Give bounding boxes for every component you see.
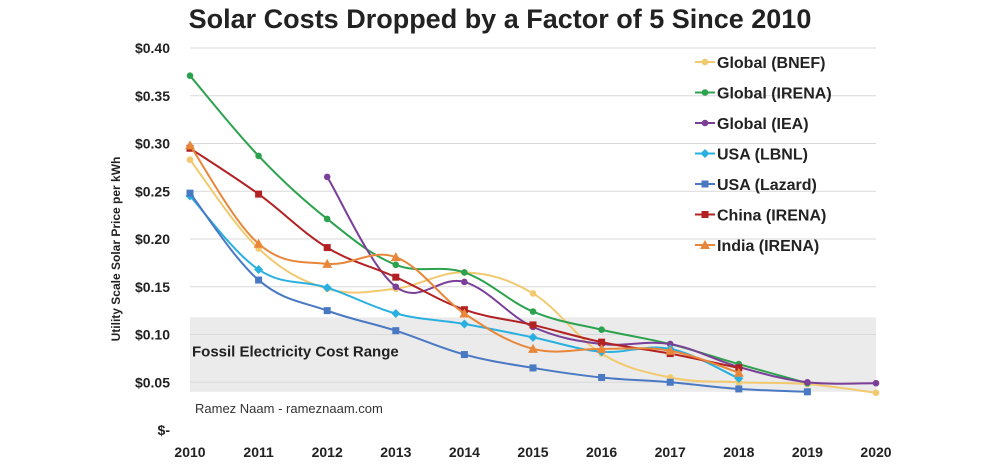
x-tick-label: 2015 — [517, 444, 548, 460]
y-tick-label: $0.20 — [135, 231, 170, 247]
data-point — [459, 319, 469, 329]
data-point — [872, 389, 880, 397]
attribution-annotation: Ramez Naam - rameznaam.com — [195, 401, 383, 416]
y-tick-label: $0.05 — [135, 374, 170, 390]
data-point — [391, 308, 401, 318]
data-point — [598, 338, 606, 346]
data-point — [460, 351, 468, 359]
legend-label: USA (LBNL) — [717, 147, 808, 164]
legend-label: Global (IEA) — [717, 116, 809, 133]
legend-swatch-marker — [701, 119, 709, 127]
data-point — [186, 156, 194, 164]
legend-label: China (IRENA) — [717, 208, 826, 225]
series-global-iea — [323, 173, 880, 387]
series-line-usa-lazard — [189, 192, 808, 393]
data-point — [186, 189, 194, 197]
x-tick-label: 2011 — [243, 444, 274, 460]
x-tick-label: 2017 — [655, 444, 686, 460]
x-tick-label: 2012 — [312, 444, 343, 460]
data-point — [665, 345, 676, 355]
series-usa-lazard — [186, 189, 811, 396]
legend-swatch-marker — [700, 149, 710, 158]
y-tick-label: $0.15 — [135, 279, 170, 295]
legend-swatch-marker — [701, 180, 709, 188]
data-point — [461, 278, 468, 286]
data-point — [596, 343, 607, 353]
x-tick-label: 2018 — [723, 444, 754, 460]
series-line-global-iea — [326, 176, 877, 385]
y-tick-label: $0.25 — [135, 183, 170, 199]
data-point — [255, 190, 263, 198]
legend-swatch-marker — [701, 58, 709, 66]
y-tick-label: $0.35 — [135, 88, 170, 104]
data-point — [392, 261, 400, 269]
y-tick-label: $0.40 — [135, 40, 170, 56]
data-point — [803, 388, 811, 396]
y-tick-label: $0.30 — [135, 136, 170, 152]
data-point — [529, 321, 537, 329]
data-point — [392, 283, 400, 291]
data-point — [255, 152, 262, 160]
data-point — [322, 283, 332, 293]
data-point — [186, 72, 194, 79]
x-tick-label: 2016 — [586, 444, 617, 460]
legend-label: India (IRENA) — [717, 238, 819, 255]
data-point — [392, 273, 400, 281]
data-point — [323, 244, 331, 252]
legend-swatch-marker — [700, 240, 710, 249]
series-india-irena — [185, 140, 744, 377]
legend-label: USA (Lazard) — [717, 177, 817, 194]
data-point — [459, 308, 470, 318]
legend: Global (BNEF) Global (IRENA) Global (IEA) U… — [695, 55, 832, 255]
y-tick-label: $0.10 — [135, 327, 170, 343]
data-point — [323, 173, 331, 181]
x-tick-label: 2020 — [860, 444, 891, 460]
data-point — [804, 378, 811, 386]
fossil-band-label: Fossil Electricity Cost Range — [192, 344, 399, 361]
data-point — [255, 276, 263, 284]
data-point — [254, 265, 264, 275]
data-point — [598, 373, 606, 381]
y-axis-label: Utility Scale Solar Price per kWh — [109, 157, 123, 342]
data-point — [528, 343, 538, 353]
legend-swatch-marker — [701, 89, 709, 96]
data-point — [461, 269, 468, 276]
x-tick-label: 2010 — [174, 444, 205, 460]
data-point — [872, 379, 880, 387]
x-tick-label: 2019 — [792, 444, 823, 460]
data-point — [323, 215, 331, 223]
legend-label: Global (IRENA) — [717, 86, 832, 103]
data-point — [666, 378, 674, 386]
data-point — [735, 385, 743, 393]
data-point — [323, 307, 331, 315]
data-point — [392, 327, 400, 335]
data-point — [322, 258, 333, 268]
data-point — [529, 290, 537, 297]
data-point — [598, 326, 605, 334]
data-point — [185, 140, 195, 150]
legend-swatch-marker — [701, 211, 709, 218]
x-tick-label: 2014 — [449, 444, 480, 460]
data-point — [529, 308, 537, 315]
data-point — [390, 252, 401, 262]
chart-title: Solar Costs Dropped by a Factor of 5 Sin… — [188, 4, 812, 34]
data-point — [666, 340, 674, 348]
data-point — [733, 367, 744, 377]
x-tick-label: 2013 — [380, 444, 411, 460]
y-tick-label: $- — [158, 422, 171, 438]
legend-label: Global (BNEF) — [717, 55, 825, 72]
data-point — [529, 364, 537, 372]
data-point — [528, 332, 538, 342]
data-point — [253, 238, 264, 248]
